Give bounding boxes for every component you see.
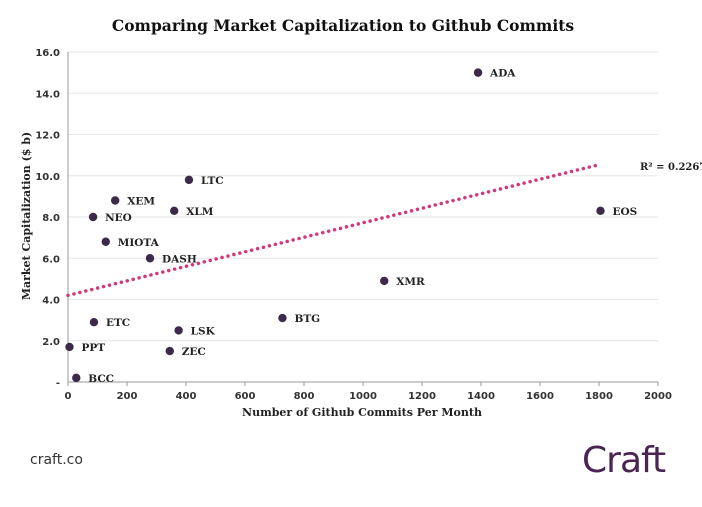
point-label: NEO [105, 212, 132, 224]
point-marker [165, 346, 174, 356]
point-marker [65, 342, 74, 352]
point-label: PPT [81, 342, 105, 354]
data-point-eos: EOS [596, 206, 637, 218]
trendline-path [66, 162, 601, 298]
chart-title: Comparing Market Capitalization to Githu… [112, 16, 574, 35]
axes [67, 52, 659, 386]
point-marker [88, 212, 98, 222]
data-point-lsk: LSK [174, 325, 216, 337]
point-marker [473, 68, 483, 77]
y-tick-labels: - 2.0 4.0 6.0 8.0 10.0 12.0 14.0 16.0 [35, 48, 60, 389]
x-tick-label: 1600 [526, 391, 554, 402]
x-axis-label: Number of Github Commits Per Month [242, 406, 482, 419]
point-label: LTC [201, 175, 224, 187]
point-label: ETC [106, 317, 130, 329]
point-label: EOS [612, 206, 637, 218]
x-tick-label: 200 [117, 391, 138, 402]
point-label: XMR [396, 276, 425, 288]
point-marker [596, 206, 605, 216]
point-marker [174, 326, 183, 335]
data-point-dash: DASH [145, 253, 197, 265]
point-label: MIOTA [118, 237, 160, 249]
data-point-btg: BTG [278, 313, 320, 325]
point-marker [278, 313, 287, 323]
y-tick-label: 14.0 [35, 89, 60, 100]
data-point-miota: MIOTA [101, 237, 160, 249]
point-marker [72, 373, 81, 383]
craft-logo: Craft [582, 440, 666, 481]
x-tick-label: 1400 [467, 391, 495, 402]
y-axis-label: Market Capitalization ($ b) [20, 132, 33, 300]
y-tick-label: 6.0 [42, 254, 60, 265]
point-marker [184, 175, 194, 185]
data-point-ada: ADA [473, 68, 516, 80]
point-label: BTG [294, 313, 320, 325]
point-marker [170, 206, 179, 216]
y-tick-label: 4.0 [42, 296, 60, 307]
point-label: DASH [162, 253, 197, 265]
point-label: BCC [88, 373, 114, 385]
point-label: ZEC [182, 346, 206, 358]
x-tick-label: 400 [176, 391, 197, 402]
data-point-xem: XEM [111, 196, 155, 208]
data-point-ltc: LTC [184, 175, 224, 187]
data-point-xlm: XLM [170, 206, 214, 218]
point-label: XEM [127, 196, 155, 208]
y-tick-label: 8.0 [42, 213, 60, 224]
y-tick-label: 10.0 [35, 172, 60, 183]
point-label: XLM [186, 206, 214, 218]
data-point-etc: ETC [89, 317, 130, 329]
x-tick-labels: 0 200 400 600 800 1000 1200 1400 1600 1800 2000 [65, 391, 672, 402]
x-tick-label: 800 [294, 391, 315, 402]
y-tick-label: - [56, 378, 60, 389]
r-squared-label: R² = 0.22671 [640, 162, 702, 173]
point-marker [101, 237, 110, 246]
x-tick-label: 0 [65, 391, 72, 402]
data-point-ppt: PPT [65, 342, 105, 354]
data-point-neo: NEO [88, 212, 132, 224]
y-tick-label: 12.0 [35, 131, 60, 142]
point-marker [145, 254, 155, 263]
data-point-bcc: BCC [72, 373, 114, 385]
x-tick-label: 1800 [585, 391, 613, 402]
data-point-zec: ZEC [165, 346, 206, 358]
x-tick-label: 1200 [408, 391, 436, 402]
point-marker [111, 196, 120, 205]
x-tick-label: 600 [235, 391, 256, 402]
trendline [66, 162, 601, 298]
point-label: ADA [489, 68, 516, 80]
footer-site-link[interactable]: craft.co [30, 452, 83, 468]
y-tick-label: 16.0 [35, 48, 60, 59]
x-tick-label: 2000 [644, 391, 672, 402]
point-label: LSK [191, 325, 216, 337]
point-marker [380, 276, 389, 286]
x-tick-label: 1000 [349, 391, 377, 402]
data-point-xmr: XMR [380, 276, 425, 288]
point-marker [89, 317, 99, 327]
y-tick-label: 2.0 [42, 337, 60, 348]
gridlines [68, 51, 658, 342]
